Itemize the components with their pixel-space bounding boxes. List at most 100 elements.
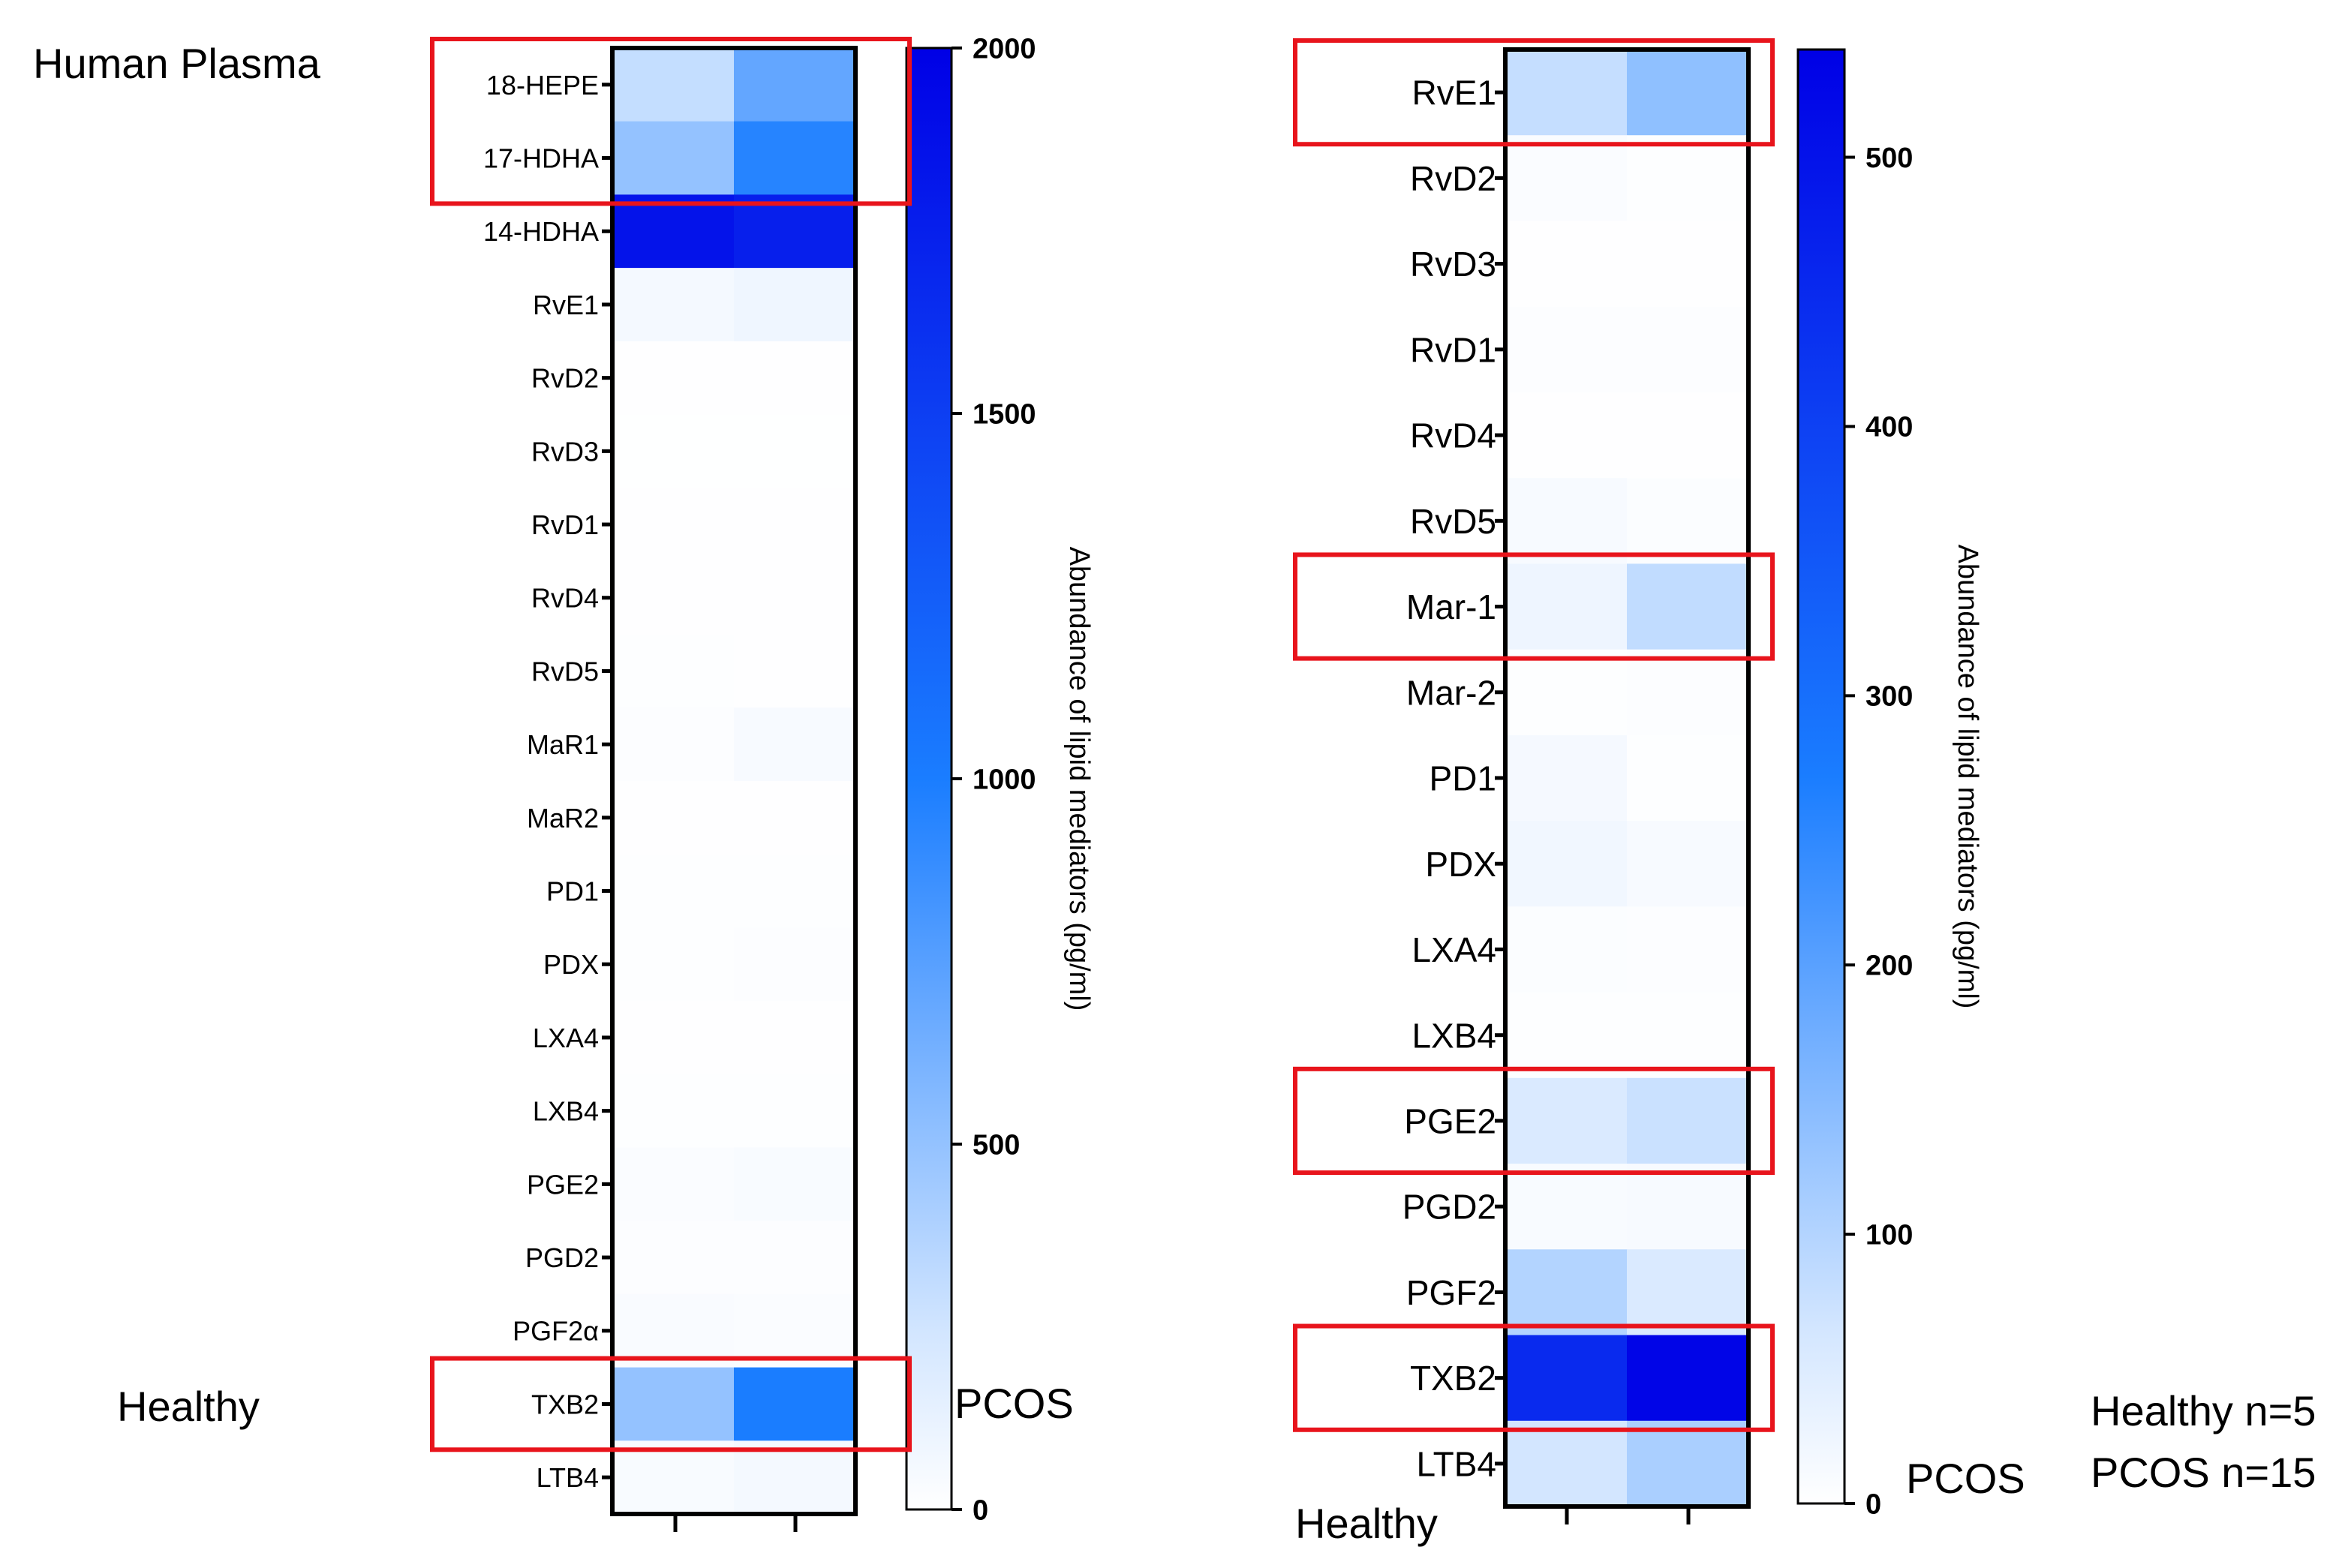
heatmap-cell xyxy=(1505,1420,1628,1507)
note-healthy-n: Healthy n=5 xyxy=(2091,1387,2316,1434)
heatmap-cell xyxy=(612,414,735,488)
heatmap-cell xyxy=(1627,306,1749,393)
heatmap-cell xyxy=(1505,478,1628,564)
colorbar-tick-label: 0 xyxy=(973,1494,988,1526)
colorbar-tick-label: 100 xyxy=(1865,1219,1913,1251)
heatmap-cell xyxy=(734,1074,856,1148)
heatmap-cell xyxy=(612,341,735,415)
row-label: LTB4 xyxy=(1416,1444,1496,1483)
colorbar-tick-label: 0 xyxy=(1865,1488,1881,1520)
heatmap-cell xyxy=(612,194,735,269)
heatmap-cell xyxy=(1505,392,1628,479)
colorbar-fill xyxy=(905,47,953,1511)
row-label: PGD2 xyxy=(525,1242,599,1273)
row-label: LXB4 xyxy=(1412,1016,1496,1055)
row-label: PGF2 xyxy=(1406,1273,1496,1312)
heatmap-cell xyxy=(734,1147,856,1221)
heatmap-cell xyxy=(1505,1335,1628,1422)
heatmap-cell xyxy=(1505,50,1628,136)
heatmap-cell xyxy=(734,414,856,488)
colorbar-tick-label: 500 xyxy=(973,1129,1020,1161)
heatmap-cell xyxy=(734,1293,856,1368)
row-label: MaR2 xyxy=(527,803,599,834)
row-label: PGE2 xyxy=(1404,1102,1496,1141)
heatmap-cell xyxy=(1505,306,1628,393)
row-label: Mar-2 xyxy=(1406,673,1496,712)
heatmap-cell xyxy=(1505,734,1628,822)
heatmap-cell xyxy=(1627,135,1749,221)
heatmap-cell xyxy=(734,268,856,342)
heatmap-cell xyxy=(612,488,735,562)
row-label: RvD4 xyxy=(1410,416,1496,455)
heatmap-left-cells xyxy=(612,48,856,1515)
row-label: PD1 xyxy=(546,876,599,907)
heatmap-cell xyxy=(1505,1164,1628,1250)
heatmap-cell xyxy=(734,854,856,928)
heatmap-cell xyxy=(1505,906,1628,993)
row-label: TXB2 xyxy=(1410,1359,1496,1398)
heatmap-cell xyxy=(1627,734,1749,822)
colorbar-tick-label: 200 xyxy=(1865,951,1913,982)
row-label: RvD3 xyxy=(1410,245,1496,284)
heatmap-cell xyxy=(612,1221,735,1295)
heatmap-cell xyxy=(1627,1420,1749,1507)
row-label: PDX xyxy=(1425,845,1496,884)
heatmap-cell xyxy=(612,1001,735,1075)
row-label: LXA4 xyxy=(533,1023,599,1053)
heatmap-cell xyxy=(1627,392,1749,479)
heatmap-right: RvE1 RvD2 RvD3 RvD1 RvD4 RvD5 Mar-1 Mar-2 PD1 PDX… xyxy=(1293,38,1983,1524)
heatmap-cell xyxy=(1627,221,1749,308)
heatmap-cell xyxy=(1627,1249,1749,1336)
heatmap-cell xyxy=(734,488,856,562)
row-label: 17-HDHA xyxy=(483,143,599,174)
row-label: RvD5 xyxy=(531,656,599,686)
heatmap-cell xyxy=(734,121,856,195)
heatmap-cell xyxy=(734,1440,856,1515)
colorbar-tick-label: 1500 xyxy=(973,398,1036,430)
heatmap-cell xyxy=(1627,478,1749,564)
highlight-box xyxy=(1293,1323,1775,1432)
heatmap-cell xyxy=(612,1147,735,1221)
row-label: TXB2 xyxy=(531,1389,599,1419)
heatmap-cell xyxy=(1505,135,1628,221)
heatmap-cell xyxy=(1505,221,1628,308)
heatmap-cell xyxy=(612,1440,735,1515)
heatmap-left-x-ticks xyxy=(673,1516,798,1532)
heatmap-cell xyxy=(1627,50,1749,136)
heatmap-cell xyxy=(734,194,856,269)
heatmap-right-highlights xyxy=(1293,38,1775,1432)
heatmap-cell xyxy=(612,268,735,342)
colorbar-right: 0 100 200 300 400 500 Abundance of lipid media… xyxy=(1796,48,1983,1520)
heatmap-cell xyxy=(1627,1077,1749,1164)
colorbar-tick-label: 2000 xyxy=(973,33,1036,65)
row-label: 18-HEPE xyxy=(486,70,599,101)
heatmap-cell xyxy=(1505,821,1628,907)
row-label: PD1 xyxy=(1430,759,1496,798)
heatmap-cell xyxy=(1505,1077,1628,1164)
colorbar-tick-label: 300 xyxy=(1865,681,1913,713)
heatmap-left-row-labels: 18-HEPE 17-HDHA 14-HDHA RvE1 RvD2 RvD3 RvD1 RvD… xyxy=(483,70,612,1493)
heatmap-cell xyxy=(612,854,735,928)
heatmap-cell xyxy=(612,560,735,635)
heatmap-cell xyxy=(1627,1335,1749,1422)
heatmap-cell xyxy=(1627,821,1749,907)
row-label: RvE1 xyxy=(533,290,599,320)
row-label: LXA4 xyxy=(1412,930,1496,969)
heatmap-cell xyxy=(612,634,735,708)
heatmap-cell xyxy=(1627,563,1749,650)
title-human-plasma: Human Plasma xyxy=(33,40,321,87)
heatmap-cell xyxy=(1627,906,1749,993)
row-label: PGF2α xyxy=(513,1316,599,1347)
heatmap-cell xyxy=(1505,563,1628,650)
heatmap-cell xyxy=(612,121,735,195)
heatmap-cell xyxy=(734,1001,856,1075)
row-label: Mar-1 xyxy=(1406,587,1496,626)
note-pcos-n: PCOS n=15 xyxy=(2091,1449,2316,1496)
colorbar-tick-label: 400 xyxy=(1865,412,1913,443)
row-label: RvD2 xyxy=(531,363,599,394)
label-pcos-right: PCOS xyxy=(1906,1455,2025,1502)
heatmap-cell xyxy=(1627,992,1749,1079)
heatmap-right-cells xyxy=(1505,50,1749,1507)
highlight-box xyxy=(430,37,912,206)
